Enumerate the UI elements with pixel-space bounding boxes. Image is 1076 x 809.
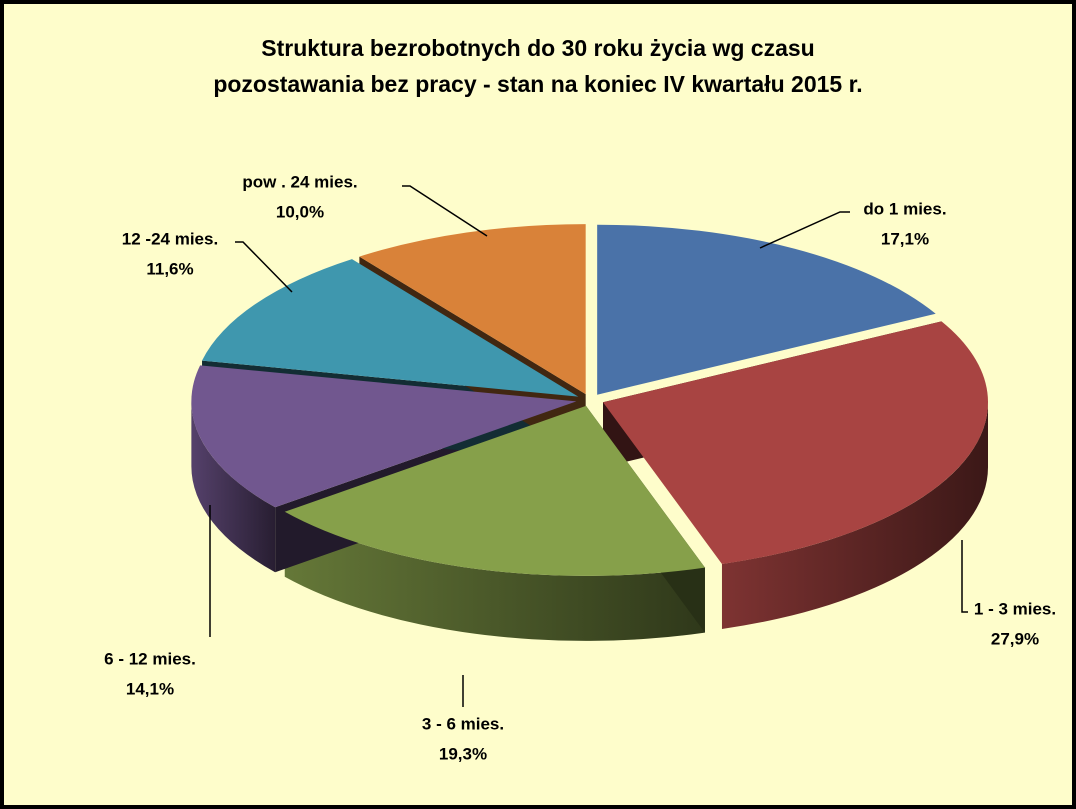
value-label: 17,1% <box>881 229 929 248</box>
slice <box>597 224 936 395</box>
leader-line <box>402 185 488 237</box>
category-label: 12 -24 mies. <box>122 229 218 248</box>
chart-title: Struktura bezrobotnych do 30 roku życia … <box>261 35 814 61</box>
slice-side <box>191 401 276 573</box>
slice <box>191 365 577 508</box>
category-label: 3 - 6 mies. <box>422 714 504 733</box>
value-label: 14,1% <box>126 679 174 698</box>
slice <box>284 405 705 576</box>
chart-title: pozostawania bez pracy - stan na koniec … <box>213 71 862 97</box>
value-label: 27,9% <box>991 629 1039 648</box>
leader-line <box>759 211 850 249</box>
value-label: 11,6% <box>146 259 193 278</box>
slice-tops <box>191 224 989 576</box>
value-label: 10,0% <box>276 202 324 221</box>
slice <box>603 321 989 564</box>
slice-side <box>721 402 989 629</box>
category-label: pow . 24 mies. <box>242 172 357 191</box>
category-label: do 1 mies. <box>863 199 946 218</box>
slice-side <box>284 511 705 641</box>
leader-line <box>235 241 293 293</box>
category-label: 1 - 3 mies. <box>974 599 1056 618</box>
value-label: 19,3% <box>439 744 487 763</box>
category-label: 6 - 12 mies. <box>104 649 196 668</box>
slice <box>202 259 579 397</box>
slice <box>359 224 586 395</box>
leader-line <box>961 540 968 613</box>
